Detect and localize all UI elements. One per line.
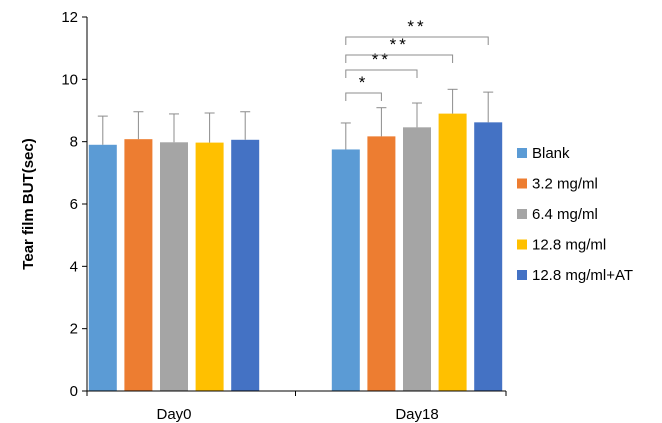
bar-day18-series-2 [367, 136, 396, 391]
legend-swatch [517, 239, 527, 250]
legend-swatch [517, 178, 527, 189]
y-tick-label: 8 [70, 134, 78, 151]
y-axis: 0 2 4 6 8 10 12 [61, 9, 88, 400]
bar-day18-series-3 [403, 127, 431, 391]
bar-day0-series-5 [231, 139, 260, 391]
significance-brackets: ******* [345, 17, 489, 101]
legend-label: 6.4 mg/ml [532, 206, 598, 223]
y-tick-label: 12 [61, 9, 78, 26]
y-axis-title: Tear film BUT(sec) [20, 138, 37, 269]
bar-day18-series-1 [331, 149, 360, 391]
bar-day0-series-2 [124, 139, 153, 391]
y-tick-label: 2 [70, 321, 78, 338]
legend-label: 12.8 mg/ml [532, 237, 606, 254]
x-tick-label: Day0 [156, 406, 191, 423]
bar-day0-series-1 [88, 144, 117, 391]
legend: Blank 3.2 mg/ml 6.4 mg/ml 12.8 mg/ml 12.8 mg… [517, 145, 633, 284]
x-axis: Day0 Day18 [86, 390, 507, 423]
legend-swatch [517, 270, 527, 280]
bar-day0-series-3 [160, 142, 188, 391]
bar-day18-series-5 [474, 122, 503, 392]
y-tick-label: 10 [61, 71, 78, 88]
significance-marker: ** [372, 50, 391, 69]
y-tick-label: 6 [70, 196, 78, 213]
y-tick-label: 0 [70, 383, 78, 400]
bar-day0-series-4 [195, 142, 224, 391]
significance-bracket [345, 54, 454, 63]
bar-day18-series-4 [438, 113, 467, 391]
bars [88, 113, 503, 392]
error-bars [97, 88, 494, 150]
significance-bracket [345, 92, 382, 101]
y-tick-label: 4 [70, 258, 78, 275]
significance-bracket [345, 69, 418, 78]
significance-bracket [345, 36, 489, 45]
x-tick-label: Day18 [395, 406, 438, 423]
significance-marker: ** [407, 17, 426, 36]
significance-marker: * [359, 73, 369, 92]
legend-label: 12.8 mg/ml+AT [532, 267, 633, 284]
legend-swatch [517, 209, 527, 219]
legend-label: Blank [532, 145, 570, 162]
significance-marker: ** [390, 35, 409, 54]
legend-label: 3.2 mg/ml [532, 176, 598, 193]
legend-swatch [517, 148, 527, 158]
